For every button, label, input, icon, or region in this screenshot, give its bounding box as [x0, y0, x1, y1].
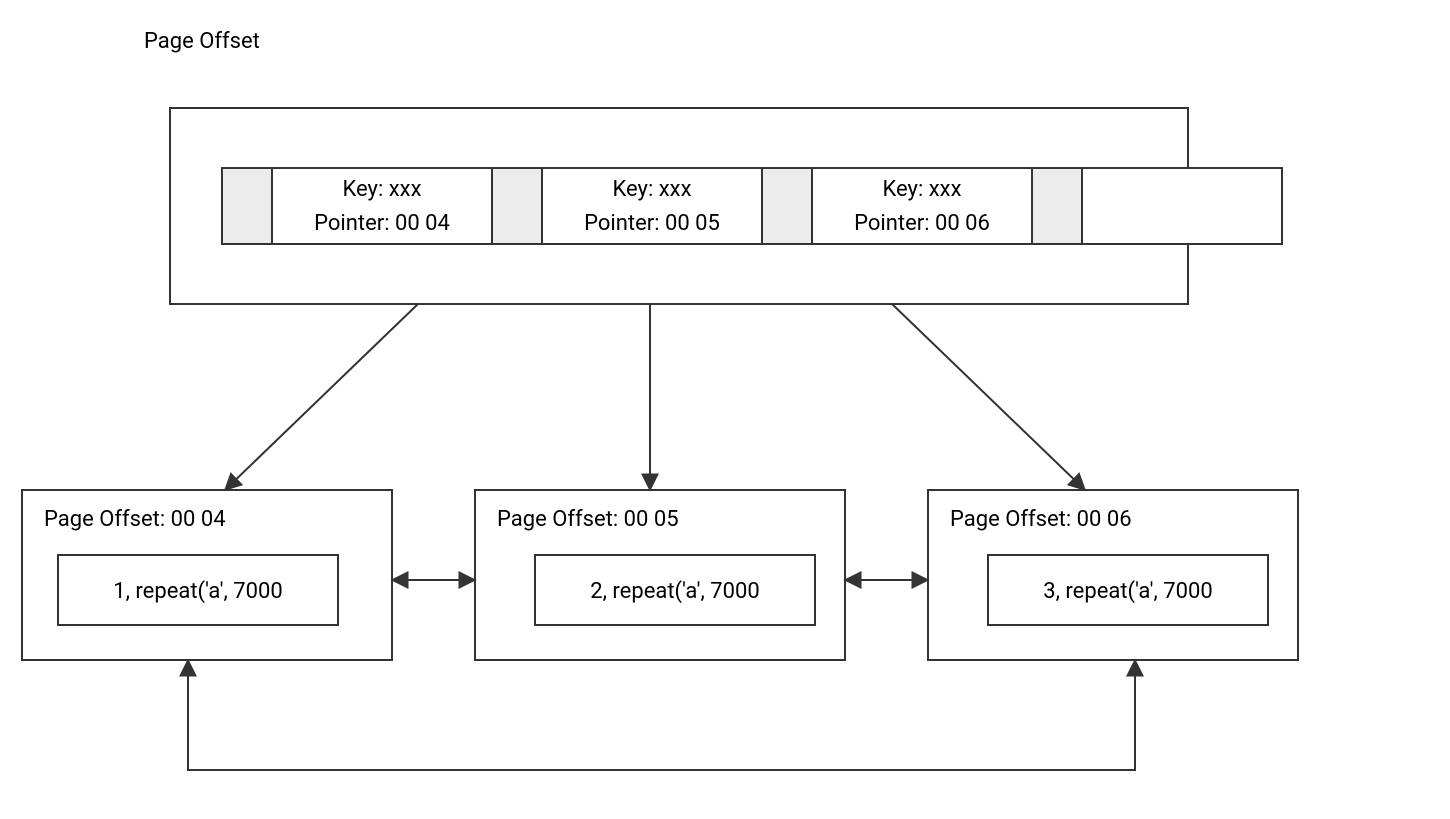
root-cell-1-key: Key: xxx [343, 177, 422, 202]
leaf-1-inner-text: 2, repeat('a', 7000 [590, 579, 759, 604]
root-cell-5-key: Key: xxx [883, 177, 962, 202]
root-cell-0 [222, 168, 272, 244]
root-cell-5-pointer: Pointer: 00 06 [854, 211, 990, 236]
leaf-0-title: Page Offset: 00 04 [44, 507, 226, 532]
diagram-title: Page Offset [144, 29, 260, 54]
root-cell-6 [1032, 168, 1082, 244]
edge-root-to-leaf-0 [225, 304, 418, 490]
leaf-0-inner-text: 1, repeat('a', 7000 [113, 579, 282, 604]
leaf-1-title: Page Offset: 00 05 [497, 507, 679, 532]
root-cell-2 [492, 168, 542, 244]
leaf-2-title: Page Offset: 00 06 [950, 507, 1132, 532]
root-cell-4 [762, 168, 812, 244]
root-cell-1-pointer: Pointer: 00 04 [314, 211, 450, 236]
root-cell-7 [1082, 168, 1282, 244]
btree-diagram: Page Offset Key: xxx Pointer: 00 04 Key: xx… [0, 0, 1450, 819]
edge-leaf-0-leaf-2-bottom [188, 660, 1135, 770]
edge-root-to-leaf-2 [892, 304, 1085, 490]
root-cell-3-key: Key: xxx [613, 177, 692, 202]
leaf-2-inner-text: 3, repeat('a', 7000 [1043, 579, 1212, 604]
root-cell-3-pointer: Pointer: 00 05 [584, 211, 720, 236]
